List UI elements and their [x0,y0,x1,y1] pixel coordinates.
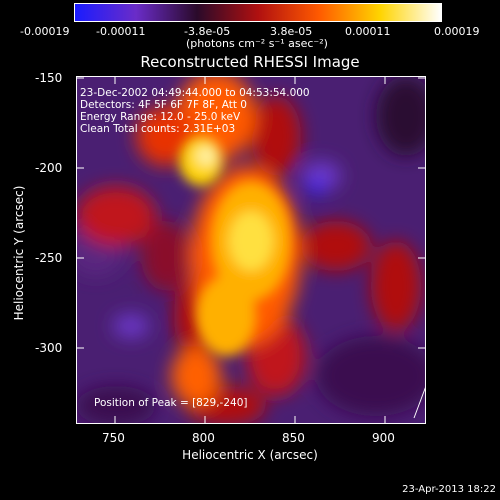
x-tick-label: 750 [102,431,125,445]
info-line: Energy Range: 12.0 - 25.0 keV [80,111,241,123]
x-axis-label: Heliocentric X (arcsec) [182,448,318,462]
y-axis-label: Heliocentric Y (arcsec) [12,185,26,321]
x-tick-label: 900 [372,431,395,445]
colorbar-tick: 0.00019 [434,25,480,38]
peak-label: Position of Peak = [829,-240] [94,397,248,409]
colorbar-tick: 3.8e-05 [270,25,313,38]
colorbar-tick: -0.00019 [20,25,70,38]
plot-frame [76,76,426,424]
info-line: 23-Dec-2002 04:49:44.000 to 04:53:54.000 [80,87,310,99]
rhessi-image [76,76,426,424]
colorbar-tick: -0.00011 [96,25,146,38]
y-tick-label: -300 [35,341,63,355]
info-line: Clean Total counts: 2.31E+03 [80,123,236,135]
y-tick-label: -250 [35,251,63,265]
info-line: Detectors: 4F 5F 6F 7F 8F, Att 0 [80,99,247,111]
y-tick-label: -200 [35,161,63,175]
x-tick-label: 850 [282,431,305,445]
colorbar-unit-label: (photons cm⁻² s⁻¹ asec⁻²) [186,37,328,50]
y-tick-label: -150 [35,71,63,85]
plot-title: Reconstructed RHESSI Image [140,53,360,71]
colorbar-gradient [75,4,441,21]
colorbar-tick: 0.00011 [345,25,391,38]
footer-date: 23-Apr-2013 18:22 [402,484,496,495]
colorbar [74,3,442,22]
x-tick-label: 800 [192,431,215,445]
colorbar-tick: -3.8e-05 [184,25,231,38]
